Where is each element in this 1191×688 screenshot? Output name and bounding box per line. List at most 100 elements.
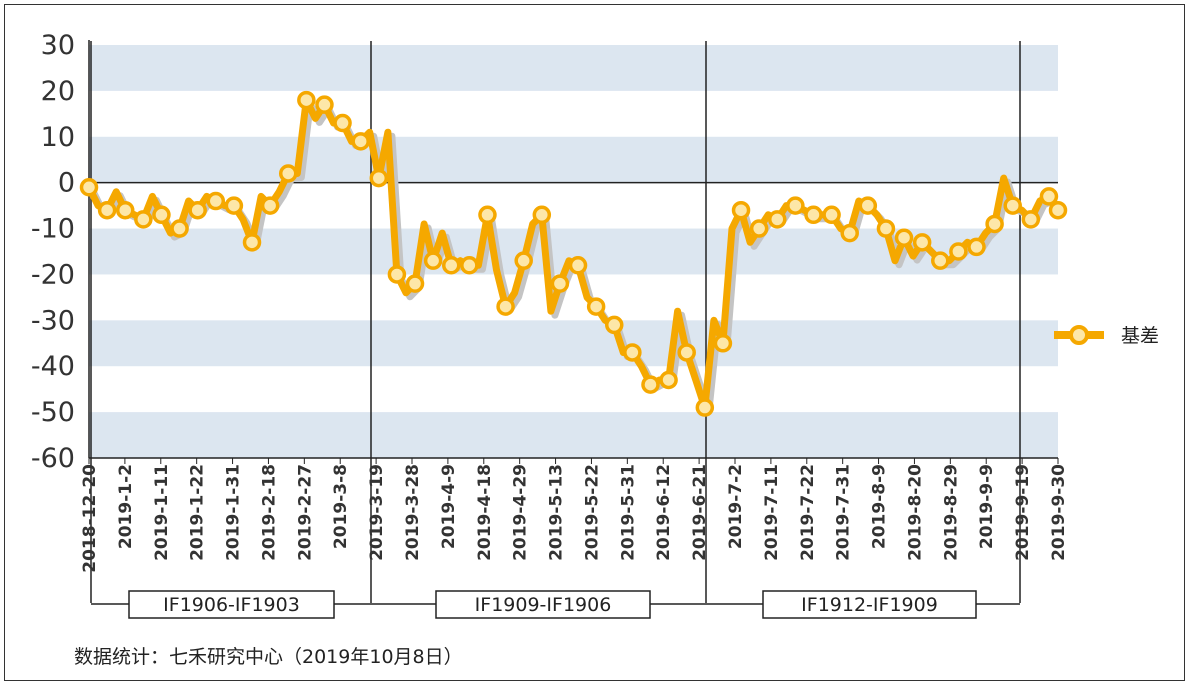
- series-basis: [79, 90, 1068, 417]
- data-point: [786, 196, 805, 215]
- contract-period-label: IF1912-IF1909: [801, 594, 938, 616]
- data-point: [315, 95, 334, 114]
- x-tick-label: 2019-6-12: [654, 464, 674, 561]
- data-point: [478, 205, 497, 225]
- data-point: [840, 223, 859, 243]
- legend-marker: [1069, 325, 1089, 345]
- x-tick-label: 2019-3-8: [331, 464, 351, 549]
- data-point: [912, 233, 932, 252]
- data-point: [297, 90, 316, 110]
- data-point: [659, 370, 678, 390]
- data-point: [713, 334, 733, 353]
- data-point: [586, 297, 606, 316]
- data-point: [97, 200, 117, 220]
- data-point: [242, 233, 262, 252]
- grid-band: [89, 320, 1058, 367]
- data-point: [876, 219, 896, 238]
- y-tick-label: -20: [31, 259, 75, 290]
- source-note: 数据统计：七禾研究中心（2019年10月8日）: [74, 646, 463, 668]
- data-point: [115, 200, 135, 220]
- y-tick-label: 0: [58, 168, 75, 199]
- data-point: [333, 113, 352, 133]
- data-point: [188, 200, 207, 220]
- x-tick-label: 2019-9-19: [1013, 464, 1033, 561]
- y-tick-label: 10: [41, 122, 75, 153]
- x-tick-label: 2019-9-30: [1049, 464, 1069, 561]
- data-point: [822, 205, 841, 225]
- x-tick-label: 2019-7-31: [834, 464, 854, 561]
- x-tick-label: 2019-6-21: [690, 464, 710, 561]
- data-point: [532, 205, 552, 225]
- data-point: [387, 265, 407, 284]
- data-point: [134, 210, 153, 229]
- contract-period-box: [435, 590, 651, 619]
- data-point: [695, 398, 715, 417]
- data-point: [605, 315, 624, 335]
- data-point: [351, 132, 370, 151]
- data-point: [369, 168, 389, 188]
- data-point: [568, 256, 588, 275]
- y-tick-label: -10: [31, 214, 75, 245]
- data-point: [152, 205, 171, 225]
- x-tick-label: 2019-3-28: [403, 464, 423, 561]
- data-point: [260, 196, 280, 215]
- y-tick-label: 30: [41, 30, 75, 61]
- contract-period-box: [128, 590, 335, 619]
- data-point: [623, 343, 642, 362]
- x-tick-label: 2019-4-9: [439, 464, 459, 549]
- x-tick-label: 2019-8-9: [870, 464, 890, 549]
- data-point: [768, 210, 787, 229]
- data-point: [894, 228, 914, 247]
- contract-period-label: IF1906-IF1903: [163, 594, 300, 616]
- data-point: [550, 274, 570, 293]
- x-tick-label: 2019-4-18: [475, 464, 495, 561]
- data-point: [514, 251, 533, 270]
- data-point: [931, 251, 950, 270]
- data-point: [441, 256, 461, 275]
- x-tick-label: 2019-8-29: [941, 464, 961, 561]
- x-tick-label: 2019-2-27: [295, 464, 315, 561]
- data-point: [731, 200, 751, 220]
- y-tick-label: -60: [31, 443, 75, 474]
- x-tick-label: 2019-1-2: [116, 464, 136, 549]
- data-point: [405, 274, 425, 293]
- x-tick-label: 2019-1-22: [188, 464, 208, 561]
- data-point: [460, 256, 479, 275]
- x-tick-label: 2019-3-19: [367, 464, 387, 561]
- x-tick-label: 2019-2-18: [259, 464, 279, 561]
- contract-period-label: IF1909-IF1906: [475, 594, 612, 616]
- legend: 基差: [1054, 325, 1159, 347]
- data-point: [1003, 196, 1022, 215]
- grid-band: [89, 136, 1058, 183]
- data-point: [858, 196, 878, 215]
- x-tick-label: 2019-7-22: [798, 464, 818, 561]
- y-tick-label: -30: [31, 305, 75, 336]
- x-tick-label: 2019-1-11: [152, 464, 172, 561]
- y-tick-label: -40: [31, 351, 75, 382]
- legend-label: 基差: [1121, 325, 1159, 347]
- contract-period-box: [762, 590, 977, 619]
- x-tick-label: 2019-7-2: [726, 464, 746, 549]
- chart-frame: [4, 4, 1185, 681]
- x-tick-label: 2019-1-31: [224, 464, 244, 561]
- x-tick-label: 2019-9-9: [977, 464, 997, 549]
- data-point: [278, 164, 298, 183]
- contract-period-labels: IF1906-IF1903 IF1909-IF1906 IF1912-IF1909: [91, 590, 1020, 619]
- data-point: [804, 205, 823, 225]
- data-point: [423, 251, 443, 270]
- x-tick-label: 2018-12-20: [80, 464, 100, 573]
- data-point: [967, 237, 986, 257]
- y-axis: 30 20 10 0 -10 -20 -30 -40 -50 -60: [31, 30, 1058, 474]
- data-point: [1039, 187, 1059, 206]
- data-point: [206, 191, 226, 211]
- y-tick-label: -50: [31, 397, 75, 428]
- x-tick-label: 2019-4-29: [511, 464, 531, 561]
- y-tick-label: 20: [41, 76, 75, 107]
- x-tick-label: 2019-5-31: [618, 464, 638, 561]
- data-point: [496, 297, 515, 316]
- x-tick-label: 2019-7-11: [762, 464, 782, 561]
- grid-band: [89, 412, 1058, 458]
- data-point: [170, 219, 189, 238]
- data-point: [79, 178, 99, 197]
